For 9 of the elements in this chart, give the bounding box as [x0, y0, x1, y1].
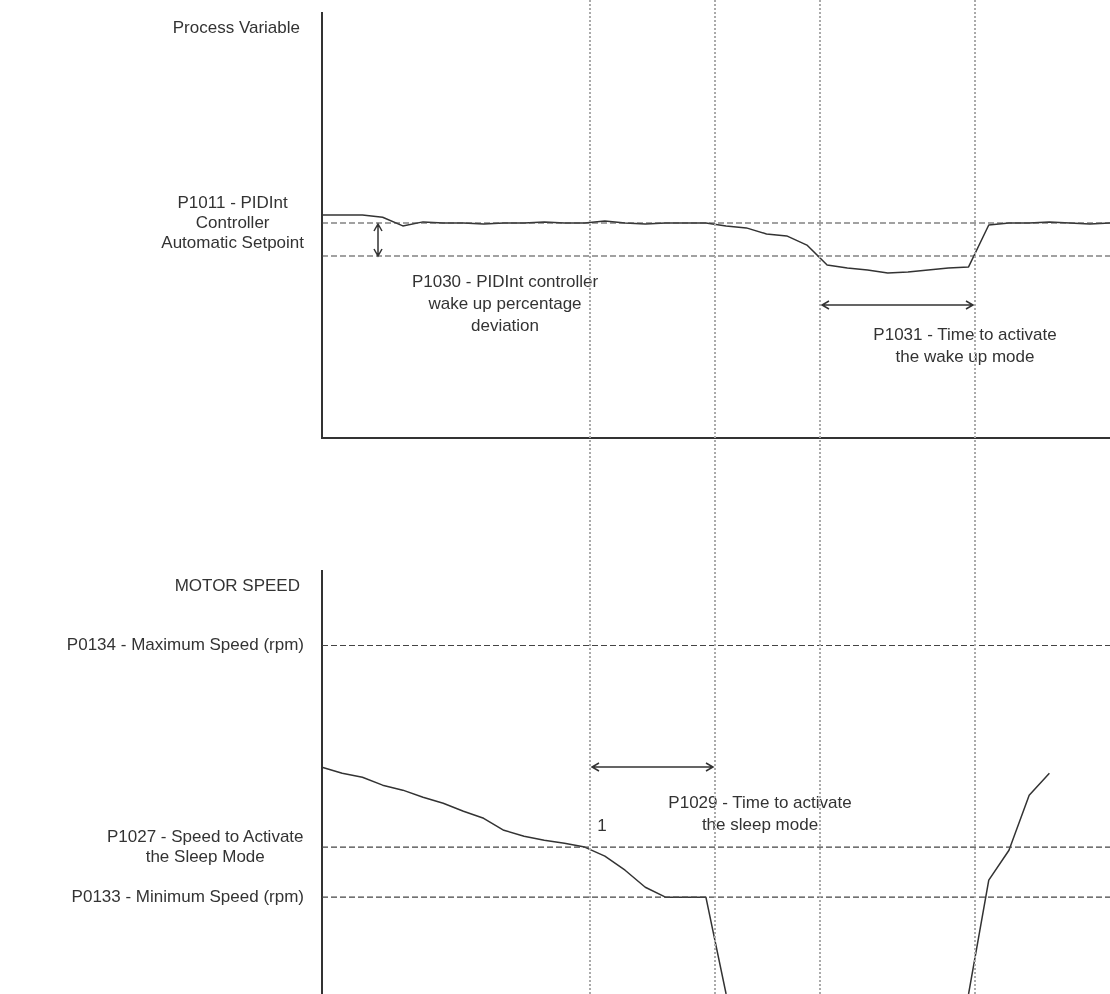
annotation: P1029 - Time to activate the sleep mode [668, 792, 852, 834]
annotation: P1030 - PIDInt controller wake up percentage deviation [411, 271, 599, 335]
ref-line-label: P0134 - Maximum Speed (rpm) [66, 635, 304, 655]
annotation: 1 [597, 815, 607, 835]
chart-title: MOTOR SPEED [174, 575, 300, 595]
ref-line-label: P1027 - Speed to Activate the Sleep Mode [106, 826, 304, 866]
ref-line-label: P0133 - Minimum Speed (rpm) [71, 886, 304, 906]
chart-title: Process Variable [172, 17, 300, 37]
ref-line-label: P1011 - PIDInt Controller Automatic Setpoint [161, 192, 305, 252]
